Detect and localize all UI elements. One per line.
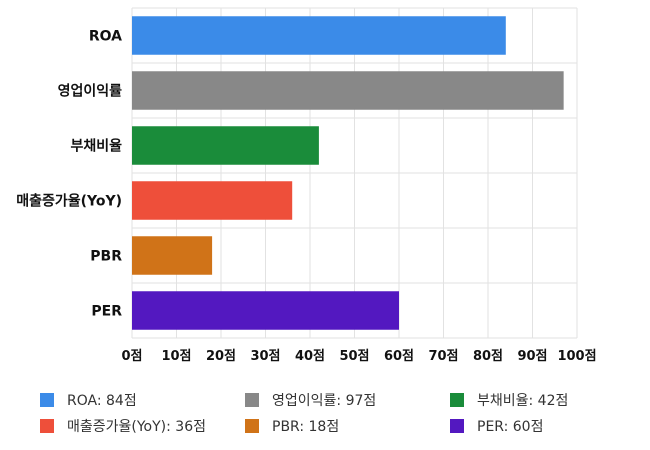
legend-swatch-4: [245, 419, 259, 433]
grid-lines: [131, 7, 578, 339]
category-label-4: PBR: [90, 249, 122, 265]
x-tick-label-8: 80점: [473, 349, 503, 364]
legend-label-0: ROA: 84점: [67, 393, 137, 409]
x-tick-label-7: 70점: [428, 349, 458, 364]
x-tick-label-9: 90점: [517, 349, 547, 364]
x-tick-label-3: 30점: [250, 349, 280, 364]
x-tick-label-5: 50점: [339, 349, 369, 364]
legend-item-3: 매출증가율(YoY): 36점: [40, 416, 206, 436]
legend-item-4: PBR: 18점: [245, 416, 339, 436]
x-tick-label-4: 40점: [295, 349, 325, 364]
legend-item-5: PER: 60점: [450, 416, 543, 436]
legend-item-1: 영업이익률: 97점: [245, 390, 376, 410]
legend-label-4: PBR: 18점: [272, 419, 340, 435]
bar-4: [132, 236, 213, 275]
legend-swatch-0: [40, 393, 54, 407]
bar-0: [132, 16, 506, 55]
legend-label-1: 영업이익률: 97점: [272, 393, 377, 409]
bars: [132, 16, 564, 330]
bar-3: [132, 181, 293, 220]
category-label-3: 매출증가율(YoY): [16, 193, 122, 210]
category-label-1: 영업이익률: [58, 83, 123, 100]
legend-swatch-3: [40, 419, 54, 433]
legend-label-2: 부채비율: 42점: [477, 393, 569, 409]
legend-swatch-2: [450, 393, 464, 407]
category-label-0: ROA: [89, 29, 122, 45]
x-tick-labels: 0점 10점 20점 30점 40점 50점 60점 70점 80점 90점 100점: [121, 349, 596, 364]
x-tick-label-2: 20점: [206, 349, 236, 364]
x-tick-label-10: 100점: [557, 349, 596, 364]
category-label-5: PER: [91, 304, 122, 320]
bar-2: [132, 126, 319, 165]
x-tick-label-0: 0점: [121, 349, 142, 364]
x-tick-label-1: 10점: [161, 349, 191, 364]
category-label-2: 부채비율: [70, 138, 122, 155]
legend-swatch-5: [450, 419, 464, 433]
legend-item-0: ROA: 84점: [40, 390, 137, 410]
legend-swatch-1: [245, 393, 259, 407]
legend-label-5: PER: 60점: [477, 419, 544, 435]
bar-1: [132, 71, 564, 110]
legend-label-3: 매출증가율(YoY): 36점: [67, 419, 206, 435]
legend-item-2: 부채비율: 42점: [450, 390, 568, 410]
x-tick-label-6: 60점: [384, 349, 414, 364]
bar-5: [132, 291, 399, 330]
